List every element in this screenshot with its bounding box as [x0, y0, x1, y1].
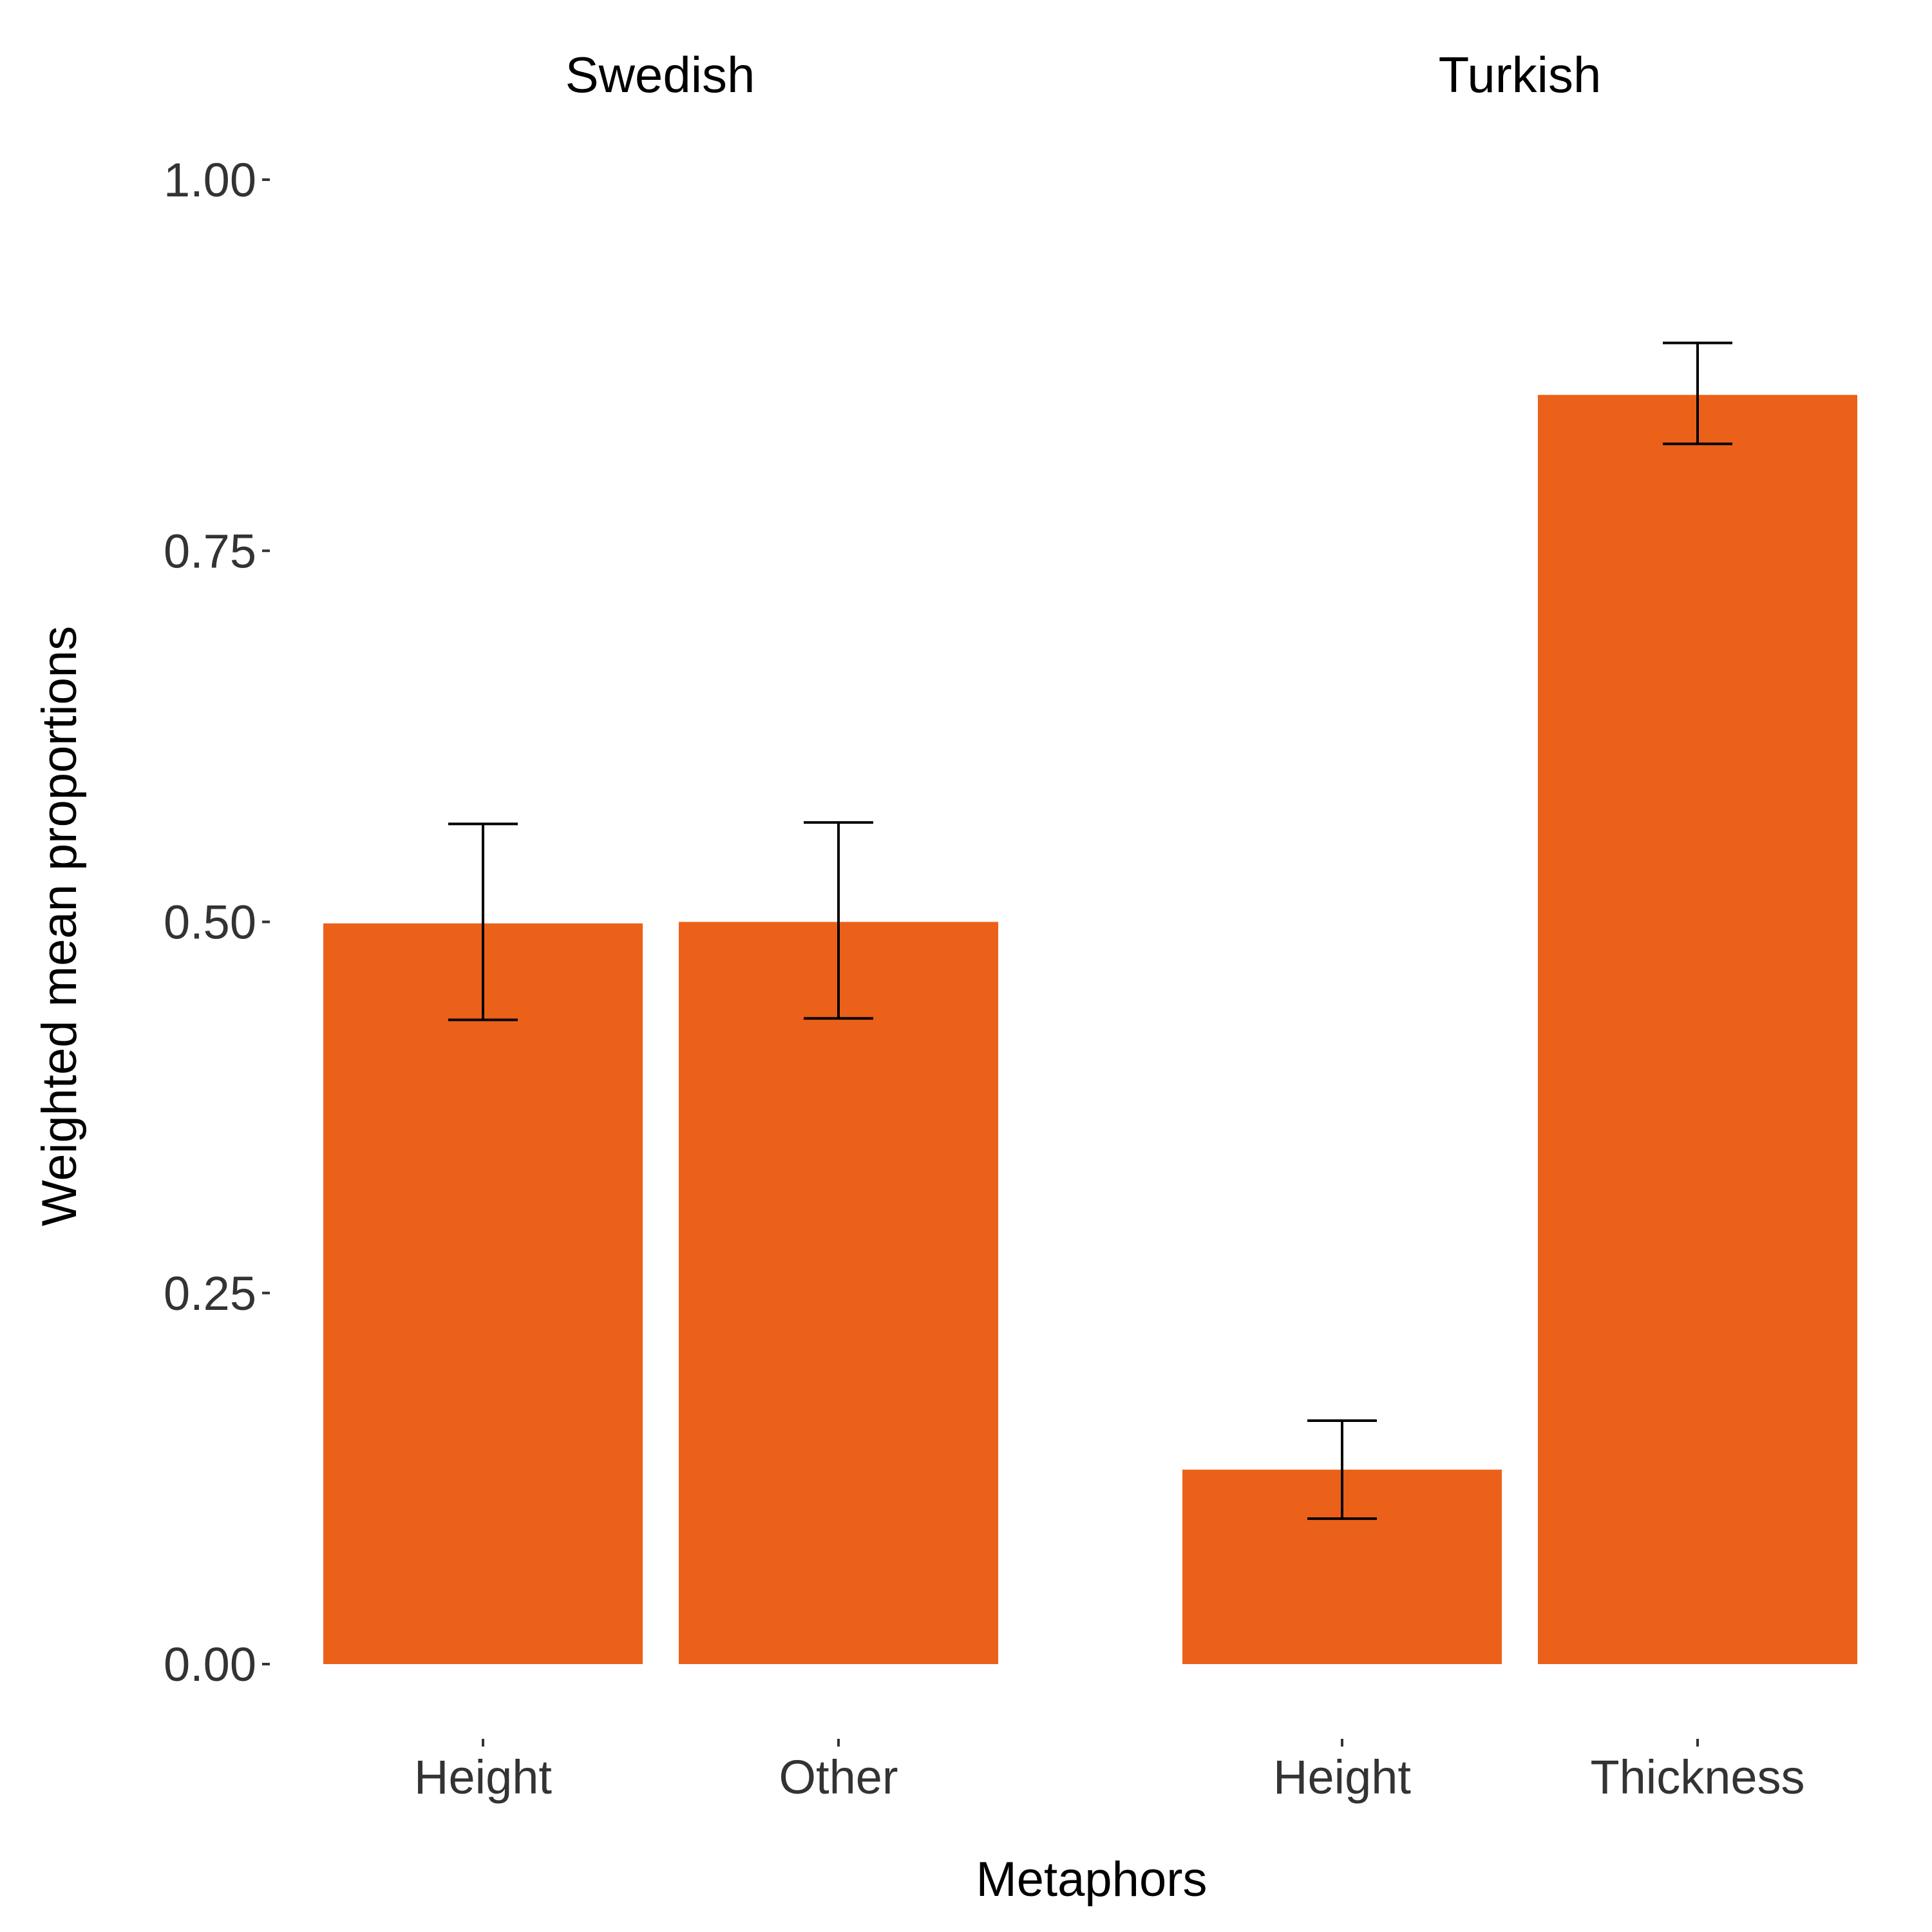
error-bar: [448, 822, 518, 1021]
error-bar: [1663, 341, 1732, 446]
bars: [323, 395, 1857, 1664]
facet-title: Swedish: [565, 46, 755, 103]
y-tick-label: 0.75: [164, 524, 256, 578]
bar: [679, 922, 998, 1664]
error-bar: [1307, 1419, 1377, 1520]
x-axis: Height Other Height Thickness: [414, 1739, 1805, 1804]
y-axis: 0.00 0.25 0.50 0.75 1.00: [164, 153, 270, 1691]
bar: [323, 923, 643, 1664]
y-axis-title: Weighted mean proportions: [32, 626, 87, 1226]
y-tick-label: 0.00: [164, 1638, 256, 1691]
x-tick-label: Thickness: [1590, 1750, 1804, 1804]
error-bars: [448, 341, 1732, 1520]
x-tick-label: Height: [1273, 1750, 1411, 1804]
x-tick-label: Other: [779, 1750, 898, 1804]
y-tick-label: 0.50: [164, 896, 256, 949]
y-tick-label: 0.25: [164, 1267, 256, 1320]
error-bar: [804, 821, 873, 1020]
y-tick-label: 1.00: [164, 153, 256, 207]
bar: [1538, 395, 1857, 1664]
facet-title: Turkish: [1439, 46, 1602, 103]
facet-titles: Swedish Turkish: [565, 46, 1602, 103]
x-tick-label: Height: [414, 1750, 552, 1804]
x-axis-title: Metaphors: [976, 1852, 1207, 1907]
